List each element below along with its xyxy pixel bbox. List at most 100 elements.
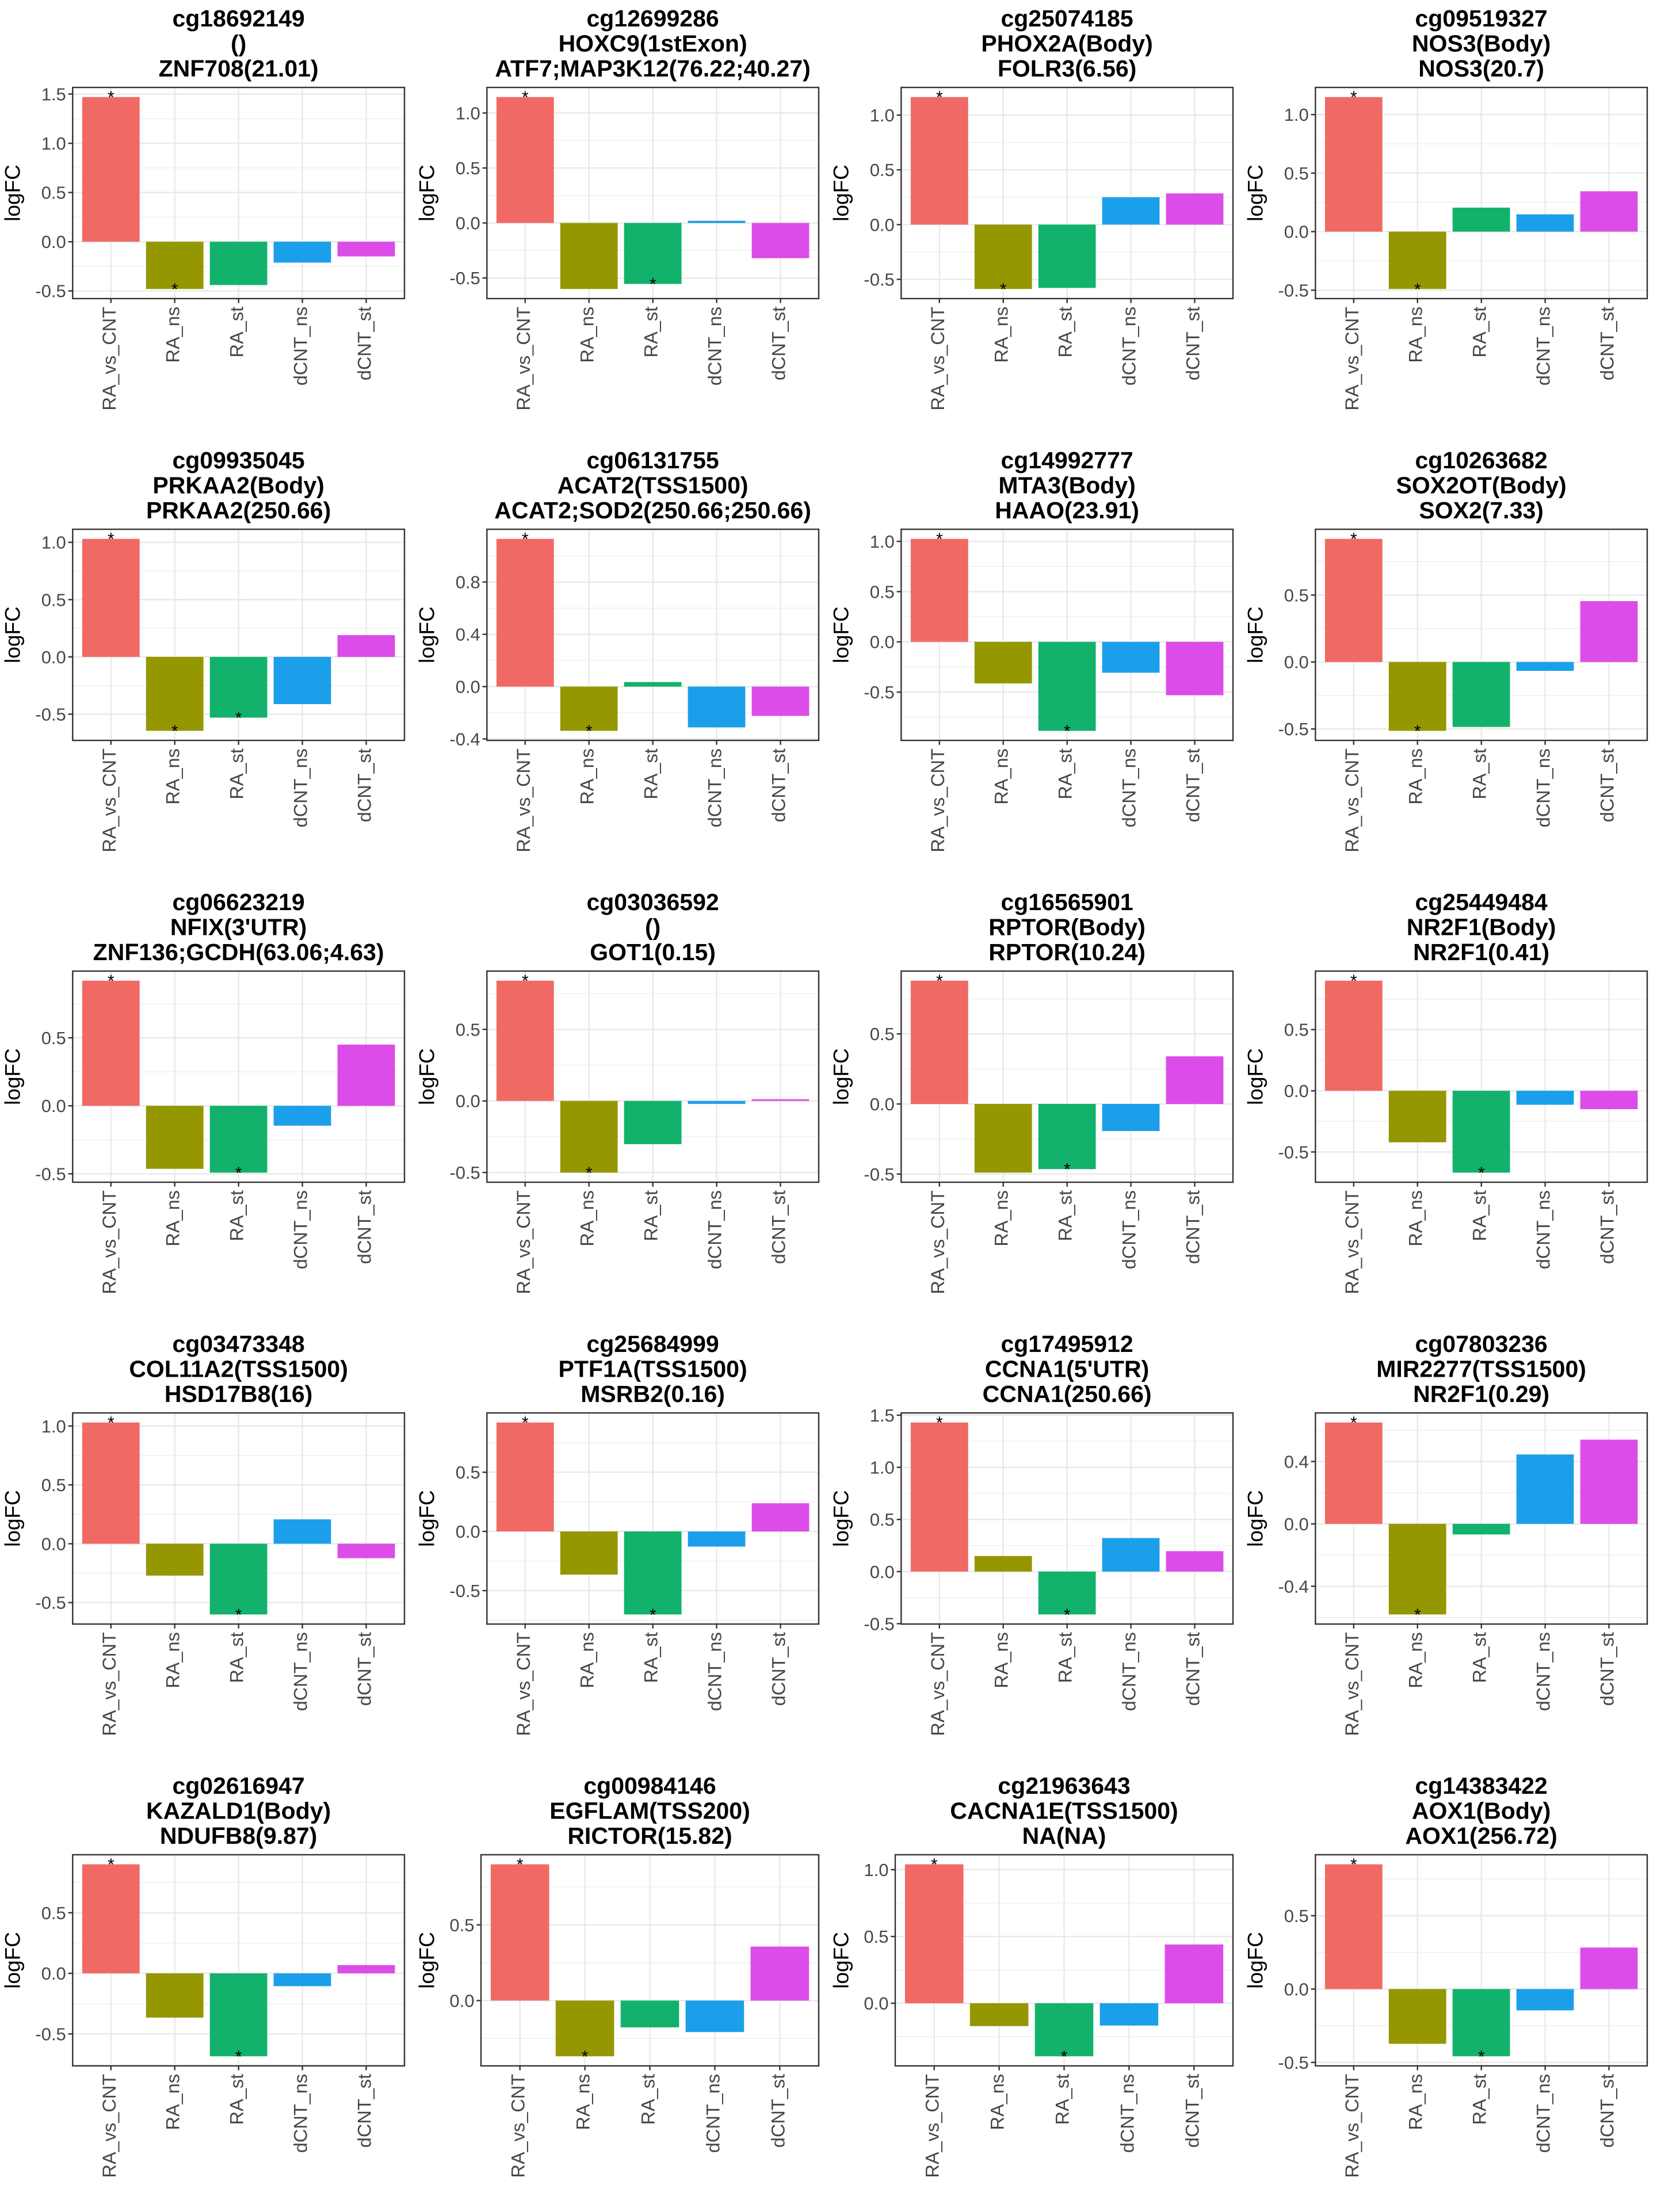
svg-text:*: * <box>1350 1855 1357 1874</box>
svg-text:1.0: 1.0 <box>456 103 480 123</box>
svg-text:*: * <box>1064 1606 1071 1625</box>
svg-text:*: * <box>586 1164 593 1183</box>
svg-text:dCNT_st: dCNT_st <box>769 307 789 380</box>
svg-text:RA_vs_CNT: RA_vs_CNT <box>927 1190 948 1294</box>
svg-text:dCNT_ns: dCNT_ns <box>705 748 726 827</box>
svg-text:*: * <box>522 1413 529 1432</box>
svg-text:0.0: 0.0 <box>41 1534 66 1554</box>
svg-text:1.0: 1.0 <box>41 533 66 553</box>
svg-text:1.0: 1.0 <box>870 105 895 125</box>
svg-text:ZNF708(21.01): ZNF708(21.01) <box>159 55 319 82</box>
svg-text:cg03473348: cg03473348 <box>172 1331 304 1357</box>
svg-text:*: * <box>1064 1160 1071 1179</box>
svg-text:HAAO(23.91): HAAO(23.91) <box>995 497 1139 524</box>
svg-text:cg07803236: cg07803236 <box>1415 1331 1547 1357</box>
svg-text:dCNT_st: dCNT_st <box>769 1632 789 1706</box>
svg-text:*: * <box>936 530 943 549</box>
svg-text:1.0: 1.0 <box>870 532 895 552</box>
svg-text:RA_vs_CNT: RA_vs_CNT <box>99 307 120 411</box>
svg-text:*: * <box>108 972 114 991</box>
svg-text:RA_st: RA_st <box>1469 2074 1490 2125</box>
svg-text:NDUFB8(9.87): NDUFB8(9.87) <box>160 1823 317 1849</box>
svg-text:0.5: 0.5 <box>1284 163 1309 184</box>
svg-text:dCNT_st: dCNT_st <box>354 2074 375 2148</box>
svg-text:-0.5: -0.5 <box>864 270 894 290</box>
svg-text:MSRB2(0.16): MSRB2(0.16) <box>581 1381 725 1407</box>
svg-text:dCNT_st: dCNT_st <box>769 1190 789 1264</box>
svg-text:EGFLAM(TSS200): EGFLAM(TSS200) <box>549 1798 750 1824</box>
svg-text:RA_vs_CNT: RA_vs_CNT <box>927 748 948 853</box>
svg-text:CACNA1E(TSS1500): CACNA1E(TSS1500) <box>950 1798 1178 1824</box>
svg-text:RA_ns: RA_ns <box>991 748 1012 805</box>
svg-text:1.5: 1.5 <box>41 85 66 105</box>
svg-text:dCNT_ns: dCNT_ns <box>1533 307 1554 385</box>
svg-text:cg09935045: cg09935045 <box>172 447 304 473</box>
svg-text:-0.5: -0.5 <box>864 682 894 702</box>
svg-text:logFC: logFC <box>415 1048 439 1105</box>
svg-text:RA_vs_CNT: RA_vs_CNT <box>1342 1632 1362 1736</box>
svg-text:dCNT_st: dCNT_st <box>354 748 375 822</box>
svg-text:*: * <box>1350 1413 1357 1432</box>
svg-text:dCNT_ns: dCNT_ns <box>1119 1190 1140 1269</box>
svg-text:dCNT_ns: dCNT_ns <box>291 748 311 827</box>
svg-text:*: * <box>522 88 529 107</box>
svg-text:RA_vs_CNT: RA_vs_CNT <box>99 1632 120 1736</box>
svg-text:RA_vs_CNT: RA_vs_CNT <box>1342 1190 1362 1294</box>
svg-text:*: * <box>235 2047 242 2066</box>
svg-text:cg25449484: cg25449484 <box>1415 889 1547 915</box>
svg-text:RA_ns: RA_ns <box>577 748 598 805</box>
svg-text:0.5: 0.5 <box>456 158 480 178</box>
svg-text:*: * <box>1350 972 1357 991</box>
svg-text:RA_ns: RA_ns <box>573 2074 594 2130</box>
svg-text:0.5: 0.5 <box>870 160 895 180</box>
svg-text:0.5: 0.5 <box>1284 585 1309 605</box>
svg-text:0.0: 0.0 <box>1284 222 1309 242</box>
svg-text:*: * <box>522 972 529 991</box>
svg-text:1.0: 1.0 <box>41 133 66 154</box>
svg-text:RA_st: RA_st <box>227 748 247 800</box>
svg-text:RA_st: RA_st <box>1469 307 1490 358</box>
svg-text:dCNT_st: dCNT_st <box>1183 1632 1204 1706</box>
svg-text:cg14992777: cg14992777 <box>1001 447 1133 473</box>
svg-text:logFC: logFC <box>415 1932 439 1989</box>
svg-text:*: * <box>1061 2047 1068 2066</box>
svg-text:0.5: 0.5 <box>456 1019 480 1040</box>
svg-text:logFC: logFC <box>1 1932 25 1989</box>
svg-text:cg10263682: cg10263682 <box>1415 447 1547 473</box>
svg-text:dCNT_ns: dCNT_ns <box>702 2074 723 2153</box>
svg-text:MTA3(Body): MTA3(Body) <box>998 472 1135 499</box>
svg-text:0.0: 0.0 <box>870 1094 895 1114</box>
svg-text:RA_st: RA_st <box>641 1190 662 1241</box>
svg-text:dCNT_st: dCNT_st <box>1597 1190 1618 1264</box>
svg-text:dCNT_ns: dCNT_ns <box>1533 1632 1554 1711</box>
svg-text:cg12699286: cg12699286 <box>586 5 719 32</box>
svg-text:dCNT_ns: dCNT_ns <box>1119 307 1140 385</box>
svg-text:dCNT_st: dCNT_st <box>1597 1632 1618 1706</box>
svg-text:-0.5: -0.5 <box>449 268 480 288</box>
svg-text:RA_ns: RA_ns <box>1406 748 1426 805</box>
svg-text:-0.5: -0.5 <box>35 281 66 301</box>
svg-text:ACAT2;SOD2(250.66;250.66): ACAT2;SOD2(250.66;250.66) <box>494 497 811 524</box>
svg-text:cg16565901: cg16565901 <box>1001 889 1133 915</box>
svg-text:RA_ns: RA_ns <box>1406 1632 1426 1688</box>
svg-text:*: * <box>936 88 943 107</box>
svg-text:0.0: 0.0 <box>870 1562 895 1582</box>
svg-text:0.0: 0.0 <box>870 215 895 235</box>
svg-text:RA_ns: RA_ns <box>991 1190 1012 1247</box>
svg-text:RA_vs_CNT: RA_vs_CNT <box>1342 748 1362 853</box>
svg-text:-0.5: -0.5 <box>1278 1142 1308 1162</box>
svg-text:*: * <box>235 1606 242 1625</box>
svg-text:logFC: logFC <box>830 165 853 221</box>
svg-text:RA_ns: RA_ns <box>163 1632 184 1688</box>
svg-text:MIR2277(TSS1500): MIR2277(TSS1500) <box>1376 1356 1586 1382</box>
svg-text:cg00984146: cg00984146 <box>583 1772 716 1799</box>
svg-text:PTF1A(TSS1500): PTF1A(TSS1500) <box>559 1356 747 1382</box>
svg-text:0.0: 0.0 <box>456 1522 480 1542</box>
svg-text:cg06131755: cg06131755 <box>586 447 719 473</box>
svg-text:dCNT_st: dCNT_st <box>1183 307 1204 380</box>
svg-text:dCNT_st: dCNT_st <box>354 1190 375 1264</box>
svg-text:logFC: logFC <box>830 1932 853 1989</box>
svg-text:0.5: 0.5 <box>41 1475 66 1495</box>
svg-text:RA_ns: RA_ns <box>163 748 184 805</box>
svg-text:NFIX(3'UTR): NFIX(3'UTR) <box>170 914 307 941</box>
